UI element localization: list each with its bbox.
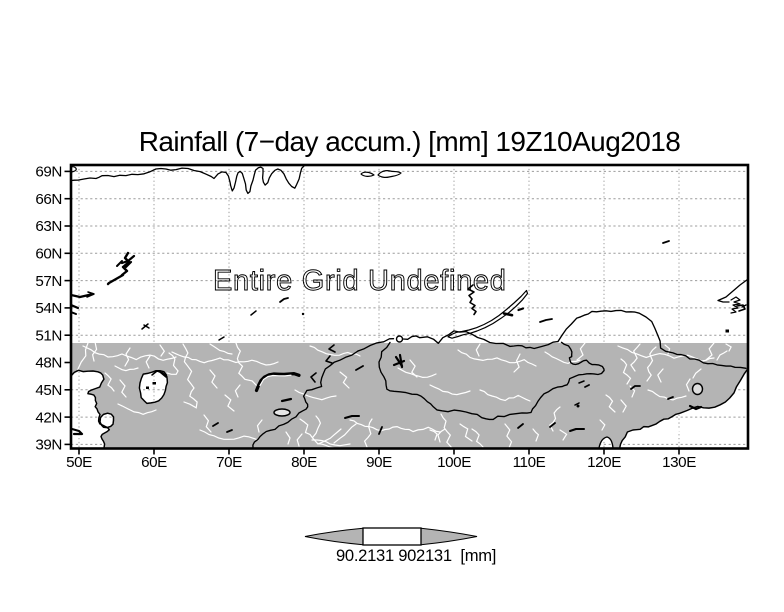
- svg-text:63N: 63N: [35, 218, 62, 235]
- svg-text:45N: 45N: [35, 382, 62, 399]
- svg-text:50E: 50E: [66, 454, 92, 471]
- svg-text:51N: 51N: [35, 327, 62, 344]
- svg-text:80E: 80E: [291, 454, 317, 471]
- svg-text:48N: 48N: [35, 355, 62, 372]
- svg-text:60N: 60N: [35, 246, 62, 263]
- svg-text:42N: 42N: [35, 409, 62, 426]
- svg-text:60E: 60E: [141, 454, 167, 471]
- svg-text:90.2131 902131 [mm]: 90.2131 902131 [mm]: [336, 546, 496, 565]
- svg-text:70E: 70E: [216, 454, 242, 471]
- svg-text:110E: 110E: [513, 454, 546, 471]
- svg-text:39N: 39N: [35, 437, 62, 454]
- svg-text:69N: 69N: [35, 164, 62, 181]
- svg-text:Entire Grid Undefined: Entire Grid Undefined: [213, 265, 507, 297]
- svg-text:54N: 54N: [35, 300, 62, 317]
- svg-text:Rainfall (7−day accum.) [mm] 1: Rainfall (7−day accum.) [mm] 19Z10Aug201…: [139, 126, 681, 157]
- svg-text:66N: 66N: [35, 191, 62, 208]
- svg-text:100E: 100E: [437, 454, 471, 471]
- svg-text:57N: 57N: [35, 273, 62, 290]
- svg-text:120E: 120E: [587, 454, 621, 471]
- svg-text:130E: 130E: [662, 454, 696, 471]
- svg-text:90E: 90E: [366, 454, 392, 471]
